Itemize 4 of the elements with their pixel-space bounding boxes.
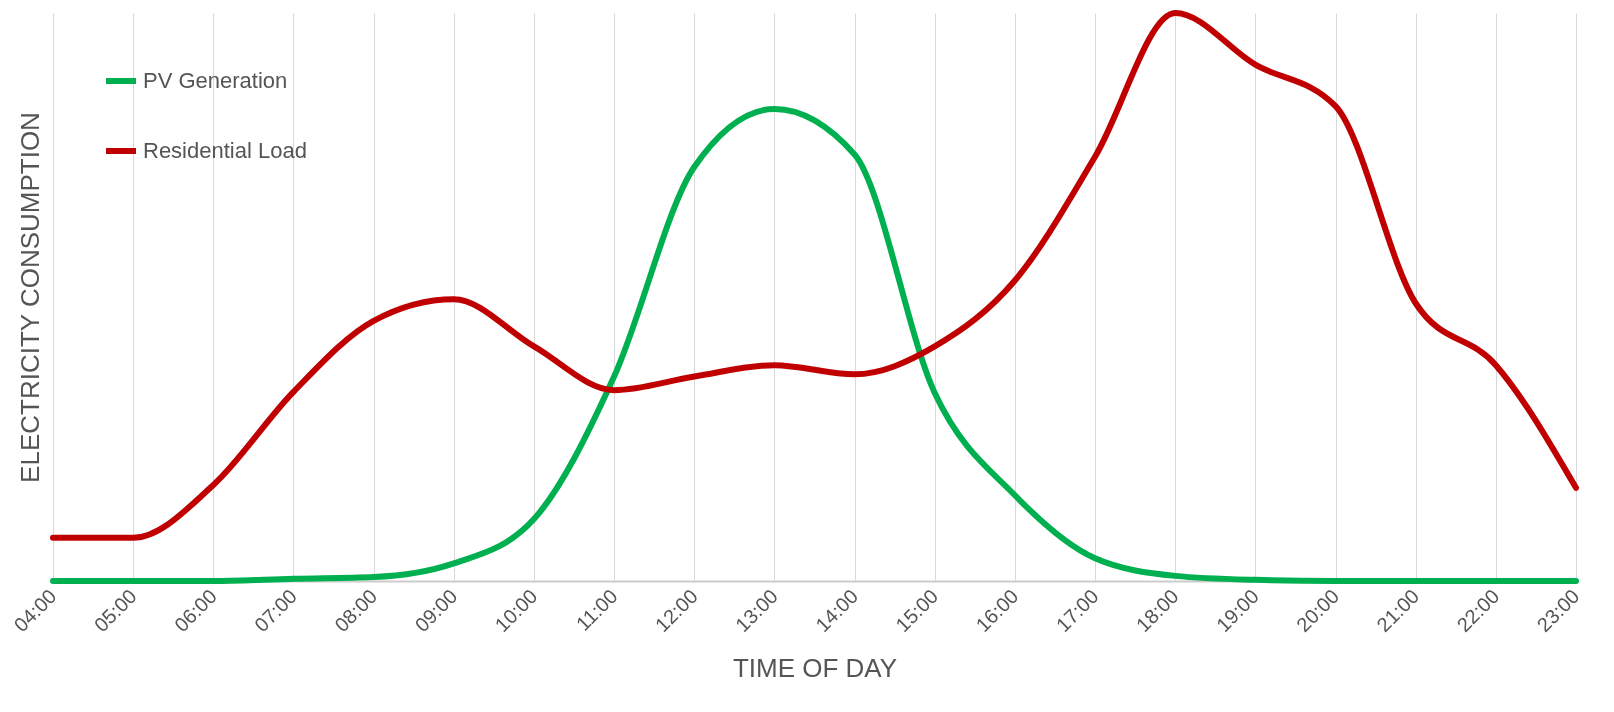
legend-label: Residential Load	[143, 138, 307, 163]
y-axis-title: ELECTRICITY CONSUMPTION	[14, 112, 45, 483]
legend-label: PV Generation	[143, 68, 288, 93]
x-axis-title: TIME OF DAY	[732, 652, 898, 683]
